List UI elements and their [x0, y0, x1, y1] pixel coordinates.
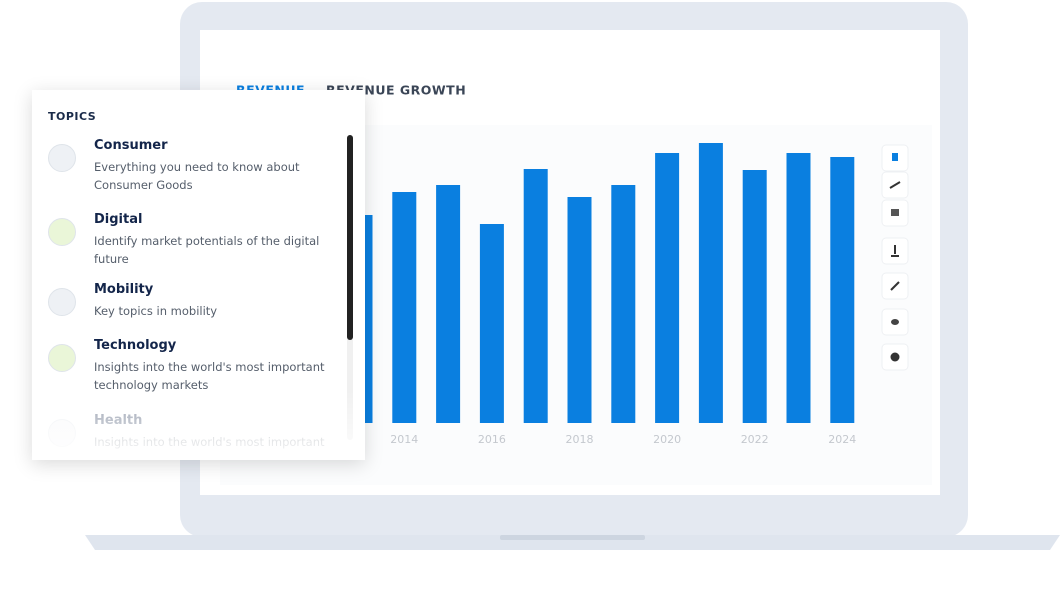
- topic-icon: [48, 144, 76, 172]
- bar: [436, 185, 461, 423]
- tool-icon: [891, 245, 899, 257]
- x-tick-label: 2014: [390, 433, 418, 446]
- bar: [830, 157, 855, 423]
- bar: [523, 169, 548, 423]
- laptop-base: [85, 535, 1060, 550]
- bar: [611, 185, 636, 423]
- x-tick-label: 2016: [478, 433, 506, 446]
- topic-icon: [48, 218, 76, 246]
- panel-title: TOPICS: [48, 110, 97, 123]
- topic-description: Identify market potentials of the digita…: [94, 234, 320, 266]
- topics-panel: TOPICS Consumer Everything you need to kn…: [32, 90, 365, 460]
- fade: [32, 390, 365, 460]
- tool-icon: [892, 153, 898, 161]
- bar: [392, 192, 417, 423]
- tool-icon: [889, 181, 901, 189]
- toolbar: [881, 144, 909, 371]
- x-tick-label: 2018: [566, 433, 594, 446]
- topic-name: Consumer: [94, 138, 168, 153]
- tool-icon: [891, 209, 899, 216]
- topic-description: Insights into the world's most important…: [94, 360, 325, 392]
- bar: [698, 143, 723, 423]
- topic-description: Everything you need to know about Consum…: [94, 160, 300, 192]
- bar: [567, 197, 592, 423]
- scroll-thumb[interactable]: [347, 135, 353, 340]
- x-tick-label: 2024: [828, 433, 856, 446]
- topic-name: Digital: [94, 212, 143, 227]
- x-tick-label: 2022: [741, 433, 769, 446]
- topic-icon: [48, 288, 76, 316]
- tool-icon: [890, 352, 900, 362]
- topic-name: Mobility: [94, 282, 154, 297]
- topic-description: Key topics in mobility: [94, 304, 218, 318]
- tool-icon: [890, 281, 900, 291]
- bar: [655, 153, 680, 423]
- x-tick-label: 2020: [653, 433, 681, 446]
- tool-icon: [891, 319, 899, 325]
- bar: [479, 224, 504, 423]
- laptop-notch: [500, 535, 645, 540]
- bar: [786, 153, 811, 423]
- bar: [742, 170, 767, 423]
- topic-icon: [48, 344, 76, 372]
- topic-name: Technology: [94, 338, 177, 353]
